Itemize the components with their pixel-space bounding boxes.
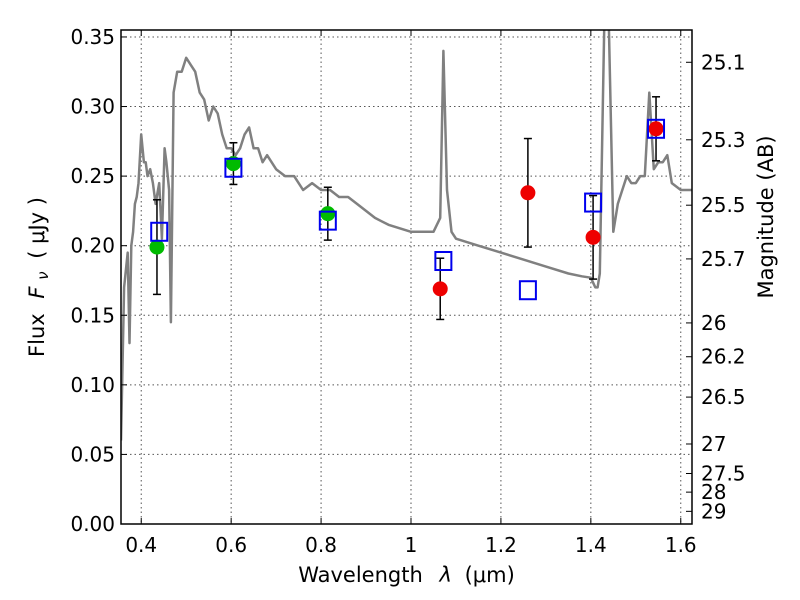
x-tick-label: 1.4	[575, 533, 607, 557]
y-tick-label: 0.30	[70, 95, 115, 119]
marker-layer	[149, 118, 666, 301]
y2-tick-label: 28	[701, 480, 726, 504]
y-tick-label: 0.20	[70, 234, 115, 258]
model-point	[224, 157, 243, 178]
y-axis-label-subscript: ν	[34, 271, 52, 279]
observed-point	[149, 239, 165, 255]
tick-marks	[121, 30, 692, 525]
y-axis-label-symbol: F	[25, 286, 49, 299]
model-point	[318, 210, 337, 231]
model-point	[584, 192, 603, 213]
plot-frame	[120, 29, 693, 525]
x-tick-label: 0.8	[305, 533, 337, 557]
tick-labels: 0.4 0.6 0.8 1 1.2 1.4 1.6 0.00 0.05 0.10 0.15 0.20 0…	[70, 25, 745, 557]
y2-tick-label: 25.5	[701, 193, 746, 217]
errorbar-layer	[152, 96, 661, 321]
x-tick-label: 1.2	[485, 533, 517, 557]
y-tick-label: 0.00	[70, 512, 115, 536]
y-axis-label-unit: ( μJy )	[25, 197, 49, 259]
model-spectrum-layer	[121, 30, 692, 441]
observed-point	[648, 121, 664, 137]
x-tick-label: 0.6	[215, 533, 247, 557]
y-tick-label: 0.35	[70, 25, 115, 49]
y-axis-label: Flux F ν ( μJy )	[25, 197, 53, 357]
model-point	[434, 250, 453, 271]
grid-lines	[121, 30, 692, 524]
x-axis-label-text: Wavelength	[298, 563, 423, 587]
y2-tick-label: 27	[701, 432, 726, 456]
y-tick-label: 0.10	[70, 373, 115, 397]
y2-tick-label: 26.2	[701, 345, 746, 369]
x-axis-label-symbol: λ	[438, 563, 451, 587]
observed-point	[432, 281, 448, 297]
x-axis-label: Wavelength λ (μm)	[298, 563, 515, 587]
y2-tick-label: 25.3	[701, 128, 746, 152]
observed-point	[520, 185, 536, 201]
y2-axis-label: Magnitude (AB)	[754, 135, 778, 298]
y-tick-label: 0.25	[70, 164, 115, 188]
x-axis-label-unit: (μm)	[465, 563, 515, 587]
y-tick-label: 0.05	[70, 442, 115, 466]
y-tick-label: 0.15	[70, 303, 115, 327]
observed-point	[320, 206, 336, 222]
y-axis-label-text: Flux	[25, 313, 49, 357]
x-tick-label: 1.6	[665, 533, 697, 557]
observed-point	[585, 229, 601, 245]
y2-tick-label: 25.7	[701, 247, 746, 271]
x-tick-label: 1	[405, 533, 418, 557]
model-point	[150, 221, 169, 242]
x-tick-label: 0.4	[125, 533, 157, 557]
y2-tick-label: 25.1	[701, 50, 746, 74]
y2-tick-label: 27.5	[701, 461, 746, 485]
y2-tick-label: 29	[701, 499, 726, 523]
spectrum-line	[121, 30, 692, 441]
y2-tick-label: 26	[701, 311, 726, 335]
model-point	[647, 118, 666, 139]
model-point	[518, 280, 537, 301]
y2-tick-label: 26.5	[701, 385, 746, 409]
